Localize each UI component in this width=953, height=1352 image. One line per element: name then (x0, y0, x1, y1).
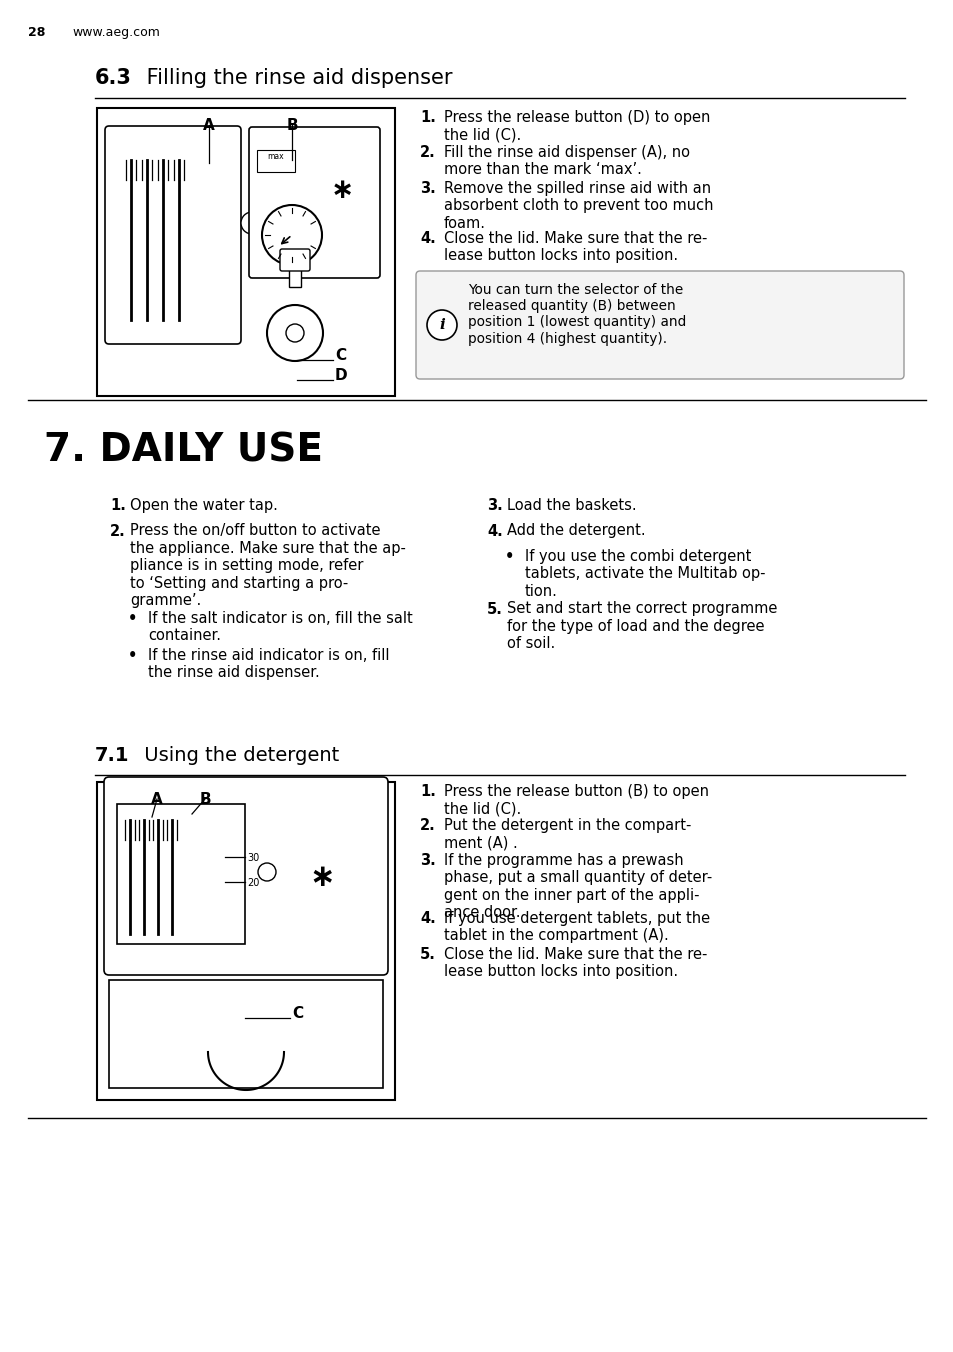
Bar (97, 108, 395, 396)
Circle shape (262, 206, 322, 265)
Text: 1.: 1. (419, 110, 436, 124)
Text: B: B (286, 118, 297, 132)
Circle shape (257, 863, 275, 882)
Text: Remove the spilled rinse aid with an
absorbent cloth to prevent too much
foam.: Remove the spilled rinse aid with an abs… (443, 181, 713, 231)
FancyBboxPatch shape (280, 249, 310, 270)
Text: Open the water tap.: Open the water tap. (130, 498, 277, 512)
Text: 3.: 3. (419, 181, 436, 196)
Text: 30: 30 (247, 853, 259, 863)
Text: •: • (128, 648, 137, 662)
Circle shape (267, 306, 323, 361)
Text: A: A (203, 118, 214, 132)
Text: www.aeg.com: www.aeg.com (71, 26, 160, 39)
Circle shape (286, 324, 304, 342)
Text: A: A (151, 792, 163, 807)
Circle shape (241, 212, 263, 234)
Text: D: D (335, 369, 347, 384)
Text: 3.: 3. (486, 498, 502, 512)
Text: Close the lid. Make sure that the re-
lease button locks into position.: Close the lid. Make sure that the re- le… (443, 231, 706, 264)
Text: Using the detergent: Using the detergent (138, 746, 339, 765)
FancyBboxPatch shape (105, 126, 241, 343)
Text: 1.: 1. (419, 784, 436, 799)
Text: i: i (438, 318, 444, 333)
Text: Press the on/off button to activate
the appliance. Make sure that the ap-
plianc: Press the on/off button to activate the … (130, 523, 405, 608)
Text: C: C (292, 1006, 303, 1022)
Text: ∗: ∗ (330, 176, 354, 204)
Text: ∗: ∗ (309, 863, 335, 891)
Text: If the salt indicator is on, fill the salt
container.: If the salt indicator is on, fill the sa… (148, 611, 413, 644)
Text: Add the detergent.: Add the detergent. (506, 523, 645, 538)
Text: 28: 28 (28, 26, 46, 39)
Bar (97, 781, 395, 1101)
FancyBboxPatch shape (416, 270, 903, 379)
Text: 5.: 5. (419, 946, 436, 963)
Text: 20: 20 (247, 877, 259, 888)
Text: 6.3: 6.3 (95, 68, 132, 88)
Text: Filling the rinse aid dispenser: Filling the rinse aid dispenser (140, 68, 452, 88)
Text: 4.: 4. (486, 523, 502, 538)
Text: 2.: 2. (419, 145, 436, 160)
Text: 7. DAILY USE: 7. DAILY USE (44, 433, 323, 470)
Text: •: • (504, 549, 514, 564)
Text: If you use detergent tablets, put the
tablet in the compartment (⁠A⁠).: If you use detergent tablets, put the ta… (443, 911, 709, 944)
Text: 1.: 1. (110, 498, 126, 512)
Circle shape (427, 310, 456, 339)
Text: C: C (335, 349, 346, 364)
Text: 4.: 4. (419, 231, 436, 246)
Bar (109, 980, 382, 1088)
Text: Close the lid. Make sure that the re-
lease button locks into position.: Close the lid. Make sure that the re- le… (443, 946, 706, 979)
Text: 2.: 2. (419, 818, 436, 833)
Text: •: • (128, 611, 137, 626)
Text: If the rinse aid indicator is on, fill
the rinse aid dispenser.: If the rinse aid indicator is on, fill t… (148, 648, 389, 680)
Text: Set and start the correct programme
for the type of load and the degree
of soil.: Set and start the correct programme for … (506, 602, 777, 652)
Text: 4.: 4. (419, 911, 436, 926)
Text: If you use the combi detergent
tablets, activate the Multitab op-
tion.: If you use the combi detergent tablets, … (524, 549, 764, 599)
FancyBboxPatch shape (104, 777, 388, 975)
Text: 2.: 2. (110, 523, 126, 538)
Text: Press the release button (⁠D⁠) to open
the lid (⁠C⁠).: Press the release button (⁠D⁠) to open t… (443, 110, 710, 142)
Text: B: B (199, 792, 211, 807)
Text: max: max (268, 151, 284, 161)
Text: 5.: 5. (486, 602, 502, 617)
Text: Press the release button (⁠B⁠) to open
the lid (⁠C⁠).: Press the release button (⁠B⁠) to open t… (443, 784, 708, 817)
Text: Load the baskets.: Load the baskets. (506, 498, 636, 512)
Text: 7.1: 7.1 (95, 746, 130, 765)
Text: Fill the rinse aid dispenser (⁠A⁠), no
more than the mark ‘max’.: Fill the rinse aid dispenser (⁠A⁠), no m… (443, 145, 689, 177)
Bar (289, 265, 301, 287)
Text: You can turn the selector of the
released quantity (⁠B⁠) between
position 1 (low: You can turn the selector of the release… (468, 283, 685, 346)
Text: 3.: 3. (419, 853, 436, 868)
Text: If the programme has a prewash
phase, put a small quantity of deter-
gent on the: If the programme has a prewash phase, pu… (443, 853, 712, 921)
Bar (117, 804, 245, 944)
FancyBboxPatch shape (249, 127, 379, 279)
Text: Put the detergent in the compart-
ment (⁠A⁠) .: Put the detergent in the compart- ment (… (443, 818, 691, 850)
Bar (256, 150, 294, 172)
